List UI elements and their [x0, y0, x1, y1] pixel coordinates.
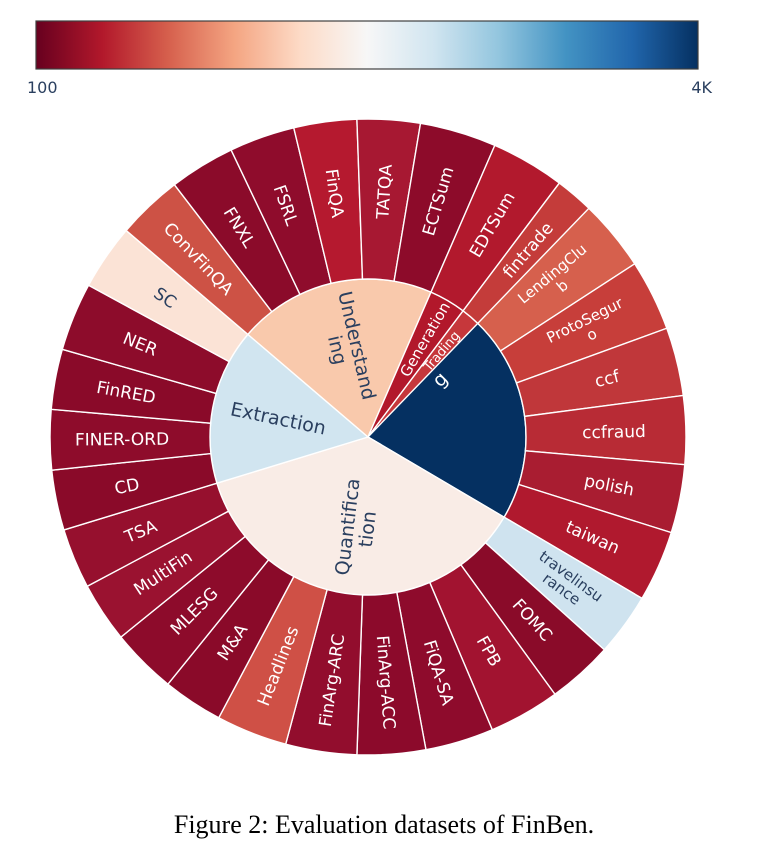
dataset-label-tatqa: TATQA: [373, 163, 397, 220]
dataset-label-cd: CD: [113, 475, 141, 500]
figure-caption: Figure 2: Evaluation datasets of FinBen.: [174, 810, 594, 839]
colorbar-min-label: 100: [27, 78, 58, 97]
colorbar-max-label: 4K: [691, 78, 712, 97]
colorbar: [35, 20, 699, 70]
sunburst-rings: ForecastingACL18AustralianBigData22CIKM1…: [49, 118, 687, 756]
dataset-label-finer-ord: FINER-ORD: [75, 430, 169, 451]
dataset-sector-fintrade[interactable]: [462, 182, 590, 325]
dataset-label-ccfraud: ccfraud: [582, 422, 646, 443]
